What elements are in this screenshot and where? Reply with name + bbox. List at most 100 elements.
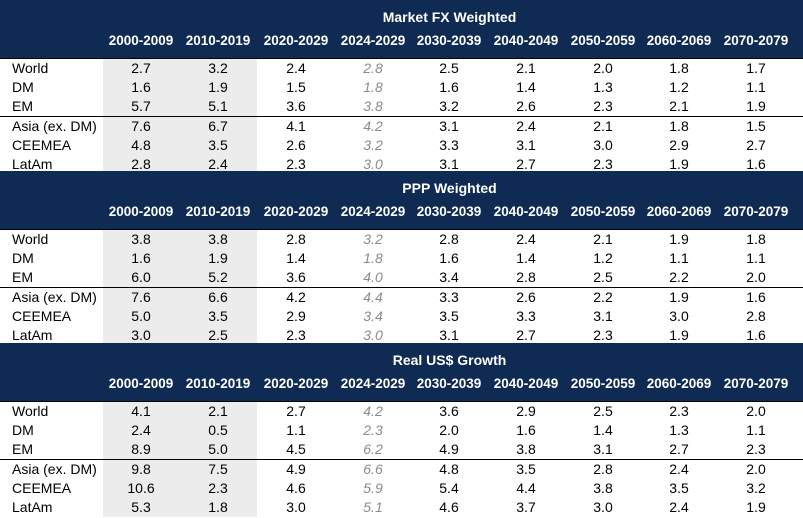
table-cell: 2.8 xyxy=(439,231,459,247)
column-header: 2024-2029 xyxy=(340,33,406,48)
table-cell: 2.8 xyxy=(363,60,383,76)
table-cell: 9.8 xyxy=(131,461,151,477)
table-cell: 5.1 xyxy=(208,98,228,114)
table-cell: 3.0 xyxy=(593,499,613,515)
row-label: EM xyxy=(12,269,33,285)
table-cell: 3.5 xyxy=(516,461,536,477)
table-row: EM 6.0 5.2 3.6 4.0 3.4 2.8 2.5 2.2 2.0 xyxy=(0,268,803,287)
table-cell: 3.2 xyxy=(746,480,766,496)
table-cell: 3.2 xyxy=(208,60,228,76)
table-row: Asia (ex. DM) 9.8 7.5 4.9 6.6 4.8 3.5 2.8 2.4 2.0 xyxy=(0,459,803,479)
table-cell: 1.9 xyxy=(208,79,228,95)
table-cell: 3.4 xyxy=(439,269,459,285)
table-cell: 3.5 xyxy=(669,480,689,496)
table-cell: 4.9 xyxy=(439,441,459,457)
column-header: 2070-2079 xyxy=(723,376,789,391)
table-cell: 3.0 xyxy=(286,499,306,515)
table-cell: 3.6 xyxy=(439,403,459,419)
table-cell: 6.7 xyxy=(208,118,228,134)
table-cell: 1.3 xyxy=(593,79,613,95)
column-header: 2030-2039 xyxy=(416,376,482,391)
table-cell: 2.0 xyxy=(746,403,766,419)
section-title: Market FX Weighted xyxy=(382,9,517,25)
row-label: Asia (ex. DM) xyxy=(12,461,97,477)
table-cell: 1.4 xyxy=(516,79,536,95)
table-cell: 6.0 xyxy=(131,269,151,285)
table-cell: 3.1 xyxy=(439,118,459,134)
column-header: 2050-2059 xyxy=(570,204,636,219)
row-label: World xyxy=(12,403,49,419)
table-cell: 2.7 xyxy=(746,137,766,153)
table-cell: 2.7 xyxy=(286,403,306,419)
table-cell: 5.7 xyxy=(131,98,151,114)
table-cell: 1.9 xyxy=(669,156,689,172)
table-cell: 1.1 xyxy=(286,422,306,438)
table-cell: 3.8 xyxy=(208,231,228,247)
table-cell: 3.0 xyxy=(363,327,383,343)
table-cell: 1.3 xyxy=(669,422,689,438)
column-header: 2040-2049 xyxy=(493,33,559,48)
table-cell: 2.1 xyxy=(208,403,228,419)
table-cell: 5.4 xyxy=(439,480,459,496)
table-cell: 3.1 xyxy=(439,156,459,172)
table-cell: 1.8 xyxy=(746,231,766,247)
table-cell: 2.5 xyxy=(208,327,228,343)
table-cell: 3.1 xyxy=(439,327,459,343)
table-cell: 3.3 xyxy=(439,137,459,153)
row-label: LatAm xyxy=(12,327,53,343)
row-label: EM xyxy=(12,98,33,114)
table-cell: 7.5 xyxy=(208,461,228,477)
table-cell: 1.2 xyxy=(669,79,689,95)
table-cell: 4.4 xyxy=(516,480,536,496)
section-header: Market FX Weighted 2000-2009 2010-2019 2020… xyxy=(0,0,803,58)
column-header: 2010-2019 xyxy=(185,376,251,391)
table-cell: 3.0 xyxy=(669,308,689,324)
row-label: Asia (ex. DM) xyxy=(12,289,97,305)
table-cell: 2.8 xyxy=(286,231,306,247)
table-cell: 4.2 xyxy=(363,118,383,134)
table-cell: 2.3 xyxy=(286,327,306,343)
table-cell: 2.6 xyxy=(516,98,536,114)
table-cell: 2.2 xyxy=(669,269,689,285)
table-cell: 1.9 xyxy=(669,327,689,343)
table-cell: 2.4 xyxy=(669,461,689,477)
column-header: 2040-2049 xyxy=(493,204,559,219)
row-label: World xyxy=(12,231,49,247)
table-cell: 5.1 xyxy=(363,499,383,515)
table-cell: 1.8 xyxy=(363,79,383,95)
table-row: LatAm 5.3 1.8 3.0 5.1 4.6 3.7 3.0 2.4 1.9 xyxy=(0,498,803,517)
table-row: DM 2.4 0.5 1.1 2.3 2.0 1.6 1.4 1.3 1.1 xyxy=(0,421,803,440)
table-cell: 7.6 xyxy=(131,289,151,305)
table-cell: 1.4 xyxy=(593,422,613,438)
table-cell: 3.3 xyxy=(439,289,459,305)
table-cell: 1.1 xyxy=(746,79,766,95)
table-cell: 3.5 xyxy=(208,137,228,153)
table-cell: 2.5 xyxy=(439,60,459,76)
table-cell: 4.9 xyxy=(286,461,306,477)
table-cell: 5.9 xyxy=(363,480,383,496)
column-header: 2030-2039 xyxy=(416,33,482,48)
section-body: World 4.1 2.1 2.7 4.2 3.6 2.9 2.5 2.3 2.0 DM 2.4 0.5… xyxy=(0,401,803,517)
column-header: 2070-2079 xyxy=(723,204,789,219)
table-cell: 3.8 xyxy=(593,480,613,496)
table-cell: 4.6 xyxy=(286,480,306,496)
column-header: 2050-2059 xyxy=(570,376,636,391)
column-header: 2040-2049 xyxy=(493,376,559,391)
row-label: CEEMEA xyxy=(12,308,72,324)
table-cell: 6.2 xyxy=(363,441,383,457)
table-cell: 0.5 xyxy=(208,422,228,438)
table-cell: 2.4 xyxy=(516,231,536,247)
table-cell: 2.1 xyxy=(593,118,613,134)
table-cell: 2.0 xyxy=(746,461,766,477)
table-row: Asia (ex. DM) 7.6 6.7 4.1 4.2 3.1 2.4 2.1 1.8 1.5 xyxy=(0,116,803,136)
table-cell: 2.7 xyxy=(669,441,689,457)
table-row: World 3.8 3.8 2.8 3.2 2.8 2.4 2.1 1.9 1.8 xyxy=(0,229,803,249)
table-cell: 5.2 xyxy=(208,269,228,285)
column-header: 2050-2059 xyxy=(570,33,636,48)
table-cell: 5.3 xyxy=(131,499,151,515)
table-cell: 5.0 xyxy=(131,308,151,324)
table-cell: 3.0 xyxy=(131,327,151,343)
table-cell: 2.3 xyxy=(363,422,383,438)
table-cell: 1.4 xyxy=(286,250,306,266)
table-cell: 1.6 xyxy=(131,79,151,95)
